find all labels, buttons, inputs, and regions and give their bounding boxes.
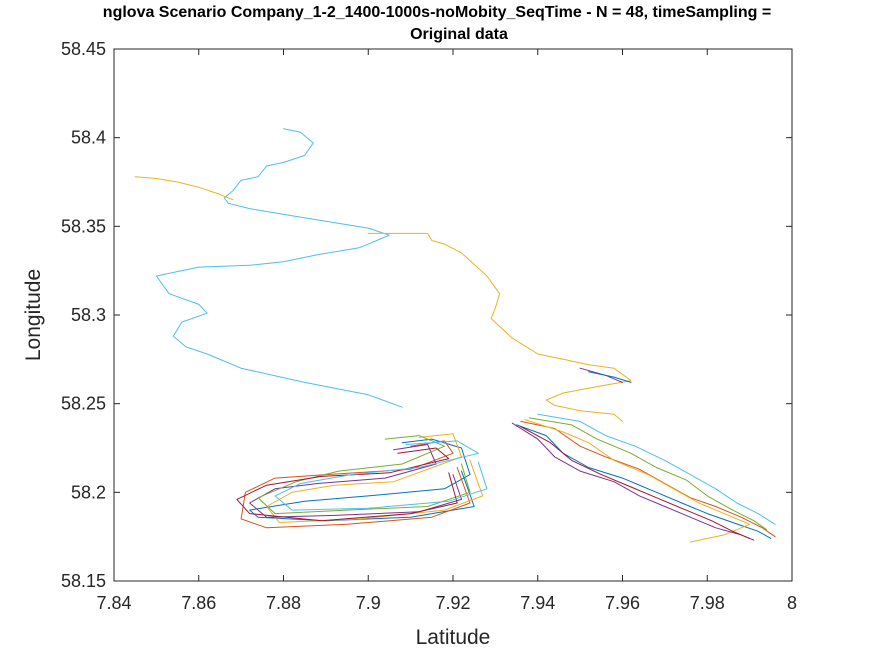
track-line-8 bbox=[257, 435, 471, 515]
x-axis-label: Latitude bbox=[416, 626, 491, 649]
chart-title-line2: Original data bbox=[410, 26, 508, 43]
x-tick-label: 7.84 bbox=[96, 593, 131, 613]
track-line-14 bbox=[511, 422, 755, 541]
plot-area bbox=[113, 48, 793, 582]
track-line-9 bbox=[236, 447, 458, 522]
x-tick-label: 7.96 bbox=[605, 593, 640, 613]
track-lines bbox=[134, 128, 776, 543]
x-axis-ticks: 7.84 7.86 7.88 7.9 7.92 7.94 7.96 7.98 8 bbox=[96, 49, 797, 613]
track-line-1 bbox=[155, 128, 403, 408]
track-line-5 bbox=[240, 440, 471, 529]
y-tick-label: 58.15 bbox=[61, 571, 106, 591]
track-line-4 bbox=[249, 438, 475, 522]
x-tick-label: 7.88 bbox=[266, 593, 301, 613]
y-tick-label: 58.2 bbox=[71, 482, 106, 502]
y-tick-label: 58.45 bbox=[61, 39, 106, 59]
x-tick-label: 7.86 bbox=[181, 593, 216, 613]
x-tick-label: 7.94 bbox=[520, 593, 555, 613]
track-line-17 bbox=[520, 426, 751, 539]
track-line-13 bbox=[524, 419, 751, 543]
track-line-10 bbox=[274, 440, 488, 511]
y-axis-label: Longitude bbox=[22, 269, 45, 361]
y-axis-ticks: 58.45 58.4 58.35 58.3 58.25 58.2 58.15 bbox=[61, 39, 792, 591]
y-tick-label: 58.25 bbox=[61, 394, 106, 414]
chart-title-line1: nglova Scenario Company_1-2_1400-1000s-n… bbox=[103, 4, 771, 21]
x-tick-label: 8 bbox=[787, 593, 797, 613]
track-line-2 bbox=[134, 176, 234, 201]
track-line-16 bbox=[537, 413, 776, 525]
track-line-3 bbox=[367, 232, 632, 422]
y-tick-label: 58.35 bbox=[61, 216, 106, 236]
x-tick-label: 7.98 bbox=[690, 593, 725, 613]
track-line-11 bbox=[516, 424, 772, 539]
track-line-19 bbox=[588, 371, 632, 383]
x-tick-label: 7.92 bbox=[435, 593, 470, 613]
track-line-15 bbox=[528, 417, 768, 531]
y-tick-label: 58.3 bbox=[71, 305, 106, 325]
x-tick-label: 7.9 bbox=[356, 593, 381, 613]
y-tick-label: 58.4 bbox=[71, 128, 106, 148]
